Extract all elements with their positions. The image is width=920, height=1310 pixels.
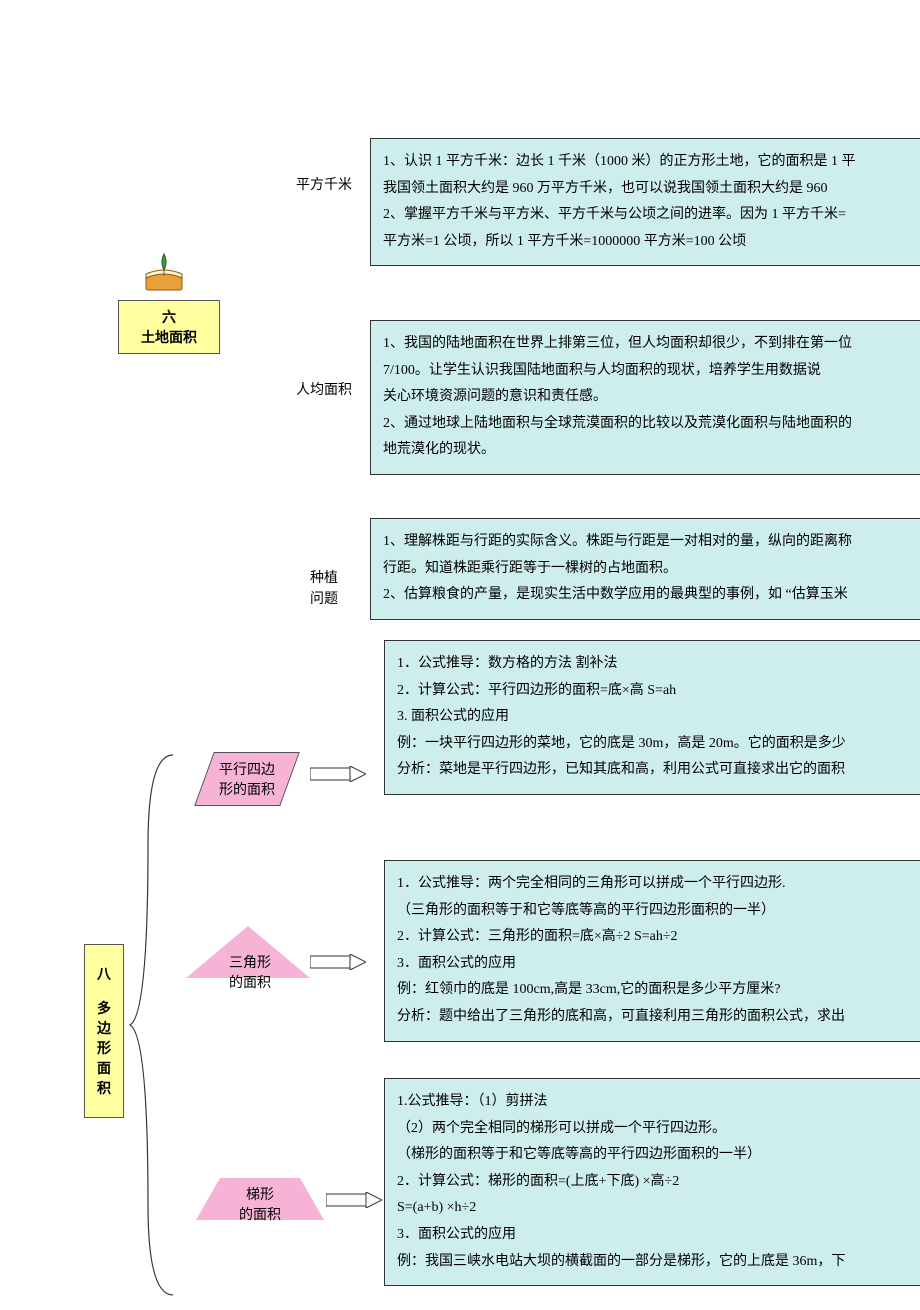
content-pg: 1．公式推导：数方格的方法 割补法 2．计算公式：平行四边形的面积=底×高 S=… — [384, 640, 920, 795]
content-percapita: 1、我国的陆地面积在世界上排第三位，但人均面积却很少，不到排在第一位 7/100… — [370, 320, 920, 475]
book-icon — [140, 248, 188, 301]
label-percapita: 人均面积 — [296, 380, 352, 401]
brace-polygon — [118, 745, 188, 1310]
label-planting: 种植 问题 — [310, 568, 338, 610]
content-trap: 1.公式推导：（1）剪拼法 （2）两个完全相同的梯形可以拼成一个平行四边形。 （… — [384, 1078, 920, 1286]
content-planting-text: 1、理解株距与行距的实际含义。株距与行距是一对相对的量，纵向的距离称 行距。知道… — [383, 529, 920, 609]
arrow-tri — [310, 954, 356, 968]
arrow-trap — [326, 1192, 372, 1206]
shape-trap-l2: 的面积 — [210, 1204, 310, 1224]
label-planting-l1: 种植 — [310, 568, 338, 589]
content-triangle: 1．公式推导：两个完全相同的三角形可以拼成一个平行四边形. （三角形的面积等于和… — [384, 860, 920, 1042]
topic2-number: 八 — [97, 964, 111, 984]
content-sqkm: 1、认识 1 平方千米：边长 1 千米（1000 米）的正方形土地，它的面积是 … — [370, 138, 920, 266]
label-sqkm: 平方千米 — [296, 175, 352, 196]
content-planting: 1、理解株距与行距的实际含义。株距与行距是一对相对的量，纵向的距离称 行距。知道… — [370, 518, 920, 620]
content-pg-text: 1．公式推导：数方格的方法 割补法 2．计算公式：平行四边形的面积=底×高 S=… — [397, 651, 920, 784]
shape-pg-l1: 平行四边 — [219, 759, 275, 779]
topic-name: 土地面积 — [123, 327, 215, 347]
shape-trap-label: 梯形 的面积 — [210, 1184, 310, 1224]
content-sqkm-text: 1、认识 1 平方千米：边长 1 千米（1000 米）的正方形土地，它的面积是 … — [383, 149, 920, 255]
shape-parallelogram: 平行四边 形的面积 — [194, 752, 300, 806]
shape-triangle-label: 三角形 的面积 — [190, 952, 310, 992]
shape-tri-l1: 三角形 — [190, 952, 310, 972]
content-percapita-text: 1、我国的陆地面积在世界上排第三位，但人均面积却很少，不到排在第一位 7/100… — [383, 331, 920, 464]
arrow-pg — [310, 766, 356, 780]
content-trap-text: 1.公式推导：（1）剪拼法 （2）两个完全相同的梯形可以拼成一个平行四边形。 （… — [397, 1089, 920, 1275]
shape-pg-l2: 形的面积 — [219, 779, 275, 799]
topic-polygon-chars: 八 多边形面积 — [97, 964, 111, 1098]
topic-number: 六 — [123, 307, 215, 327]
label-planting-l2: 问题 — [310, 589, 338, 610]
shape-tri-l2: 的面积 — [190, 972, 310, 992]
shape-trap-l1: 梯形 — [210, 1184, 310, 1204]
content-tri-text: 1．公式推导：两个完全相同的三角形可以拼成一个平行四边形. （三角形的面积等于和… — [397, 871, 920, 1031]
topic-land-area: 六 土地面积 — [118, 300, 220, 354]
